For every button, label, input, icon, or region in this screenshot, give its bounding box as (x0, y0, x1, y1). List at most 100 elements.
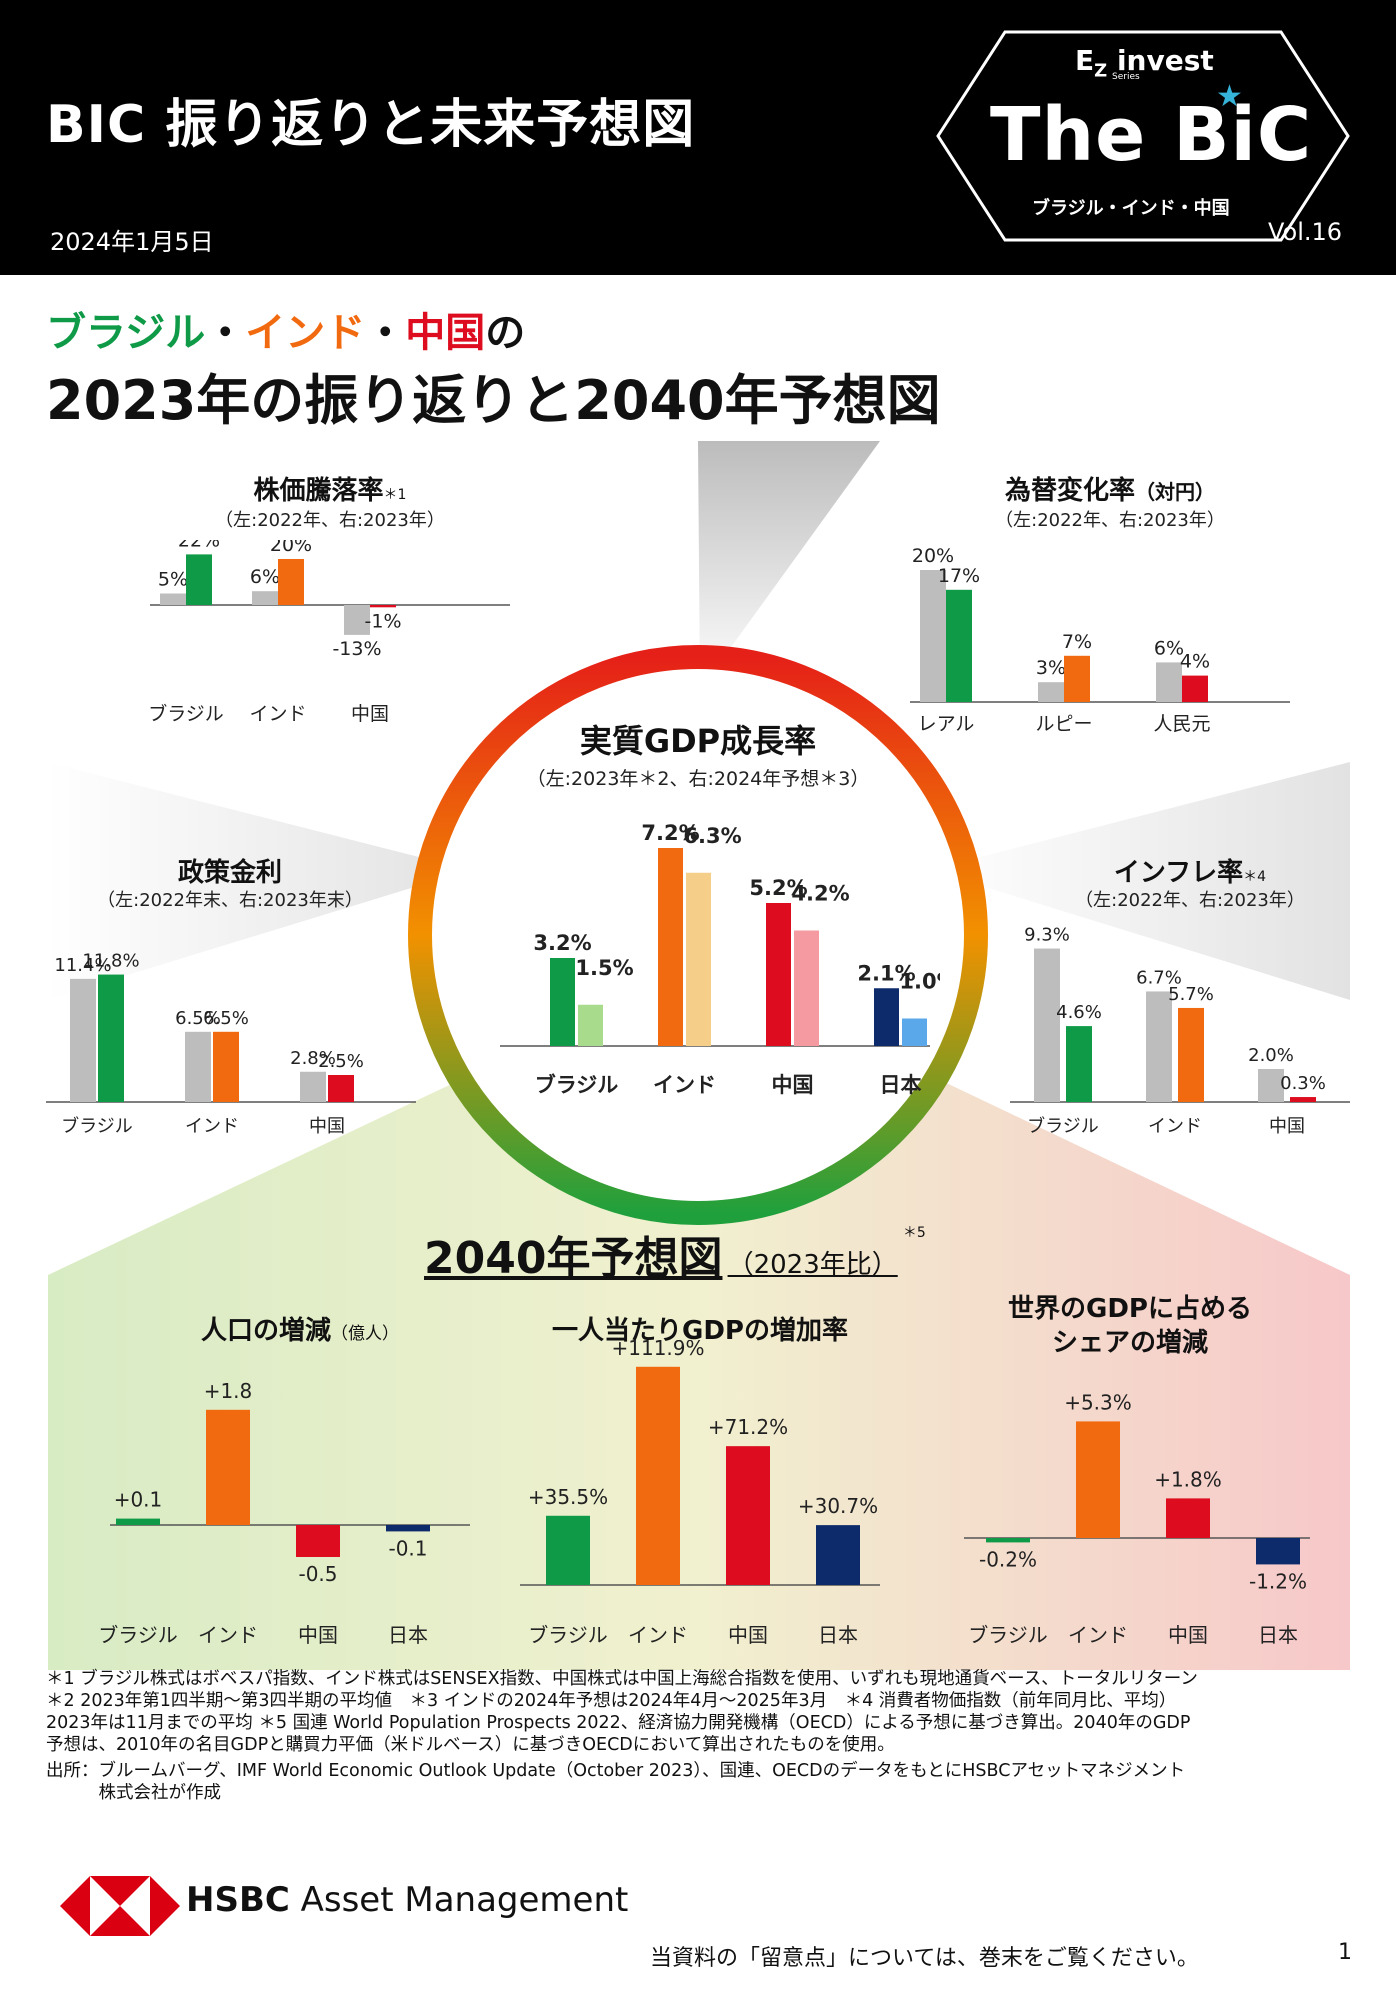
inflation-category-label: 中国 (1269, 1116, 1305, 1137)
stock-bar (278, 559, 304, 605)
fx-bar (1064, 655, 1090, 702)
fx-bar (946, 589, 972, 702)
hsbc-logo-icon (60, 1876, 180, 1936)
gdp_per_capita-category-label: 中国 (728, 1623, 768, 1647)
footnote-line: ＊2 2023年第1四半期～第3四半期の平均値 ＊3 インドの2024年予想は2… (46, 1691, 1177, 1711)
gdp-bar (794, 930, 819, 1046)
gdp_per_capita-bar (636, 1366, 680, 1585)
policy-bar (300, 1071, 326, 1102)
gdp-category-label: 日本 (880, 1073, 922, 1097)
fx-value-label: 17% (938, 565, 980, 587)
fx-title: 為替変化率（対円） (1004, 476, 1215, 506)
stock-category-label: 中国 (351, 703, 389, 725)
gdp_share-value-label: -0.2% (979, 1547, 1037, 1571)
policy-value-label: 6.5% (175, 1008, 221, 1029)
gdp-value-label: 4.2% (791, 882, 849, 906)
policy-category-label: インド (185, 1116, 239, 1137)
gdp_share-category-label: 中国 (1168, 1623, 1208, 1647)
population-value-label: -0.1 (388, 1536, 427, 1560)
policy-bar (98, 974, 124, 1102)
population-bar (296, 1525, 340, 1557)
fx-category-label: レアル (918, 713, 975, 735)
policy-bar (185, 1031, 211, 1102)
gdp_per_capita-bar (816, 1525, 860, 1585)
stock-value-label: -1% (365, 610, 402, 632)
inflation-value-label: 9.3% (1024, 925, 1070, 946)
subtitle-brazil: ブラジル (46, 310, 206, 356)
fx-value-label: 3% (1036, 657, 1066, 679)
population-title: 人口の増減（億人） (200, 1316, 399, 1346)
publish-date: 2024年1月5日 (50, 228, 214, 256)
footnote-line: 2023年は11月までの平均 ＊5 国連 World Population Pr… (46, 1713, 1191, 1733)
gdp-value-label: 3.2% (533, 931, 591, 955)
policy-title: 政策金利 (177, 858, 282, 888)
volume-number: Vol.16 (1268, 218, 1343, 246)
stock-title: 株価騰落率＊1 (253, 476, 407, 506)
brand-ez-invest: EZ invest (1075, 44, 1214, 82)
bottom-panel-body (48, 1275, 1350, 1670)
inflation-title: インフレ率＊4 (1113, 858, 1267, 888)
population-bar (116, 1518, 160, 1525)
gdp-value-label: 5.2% (749, 876, 807, 900)
gdp-share-title: 世界のGDPに占める シェアの増減 (1008, 1294, 1252, 1358)
page-title: BIC 振り返りと未来予想図 (46, 95, 696, 155)
policy-value-label: 2.5% (318, 1051, 364, 1072)
inflation-bar (1290, 1097, 1316, 1102)
gdp-value-label: 7.2% (641, 821, 699, 845)
policy-category-label: ブラジル (61, 1115, 133, 1137)
gdp-share-chart: -0.2% ブラジル +5.3% インド +1.8% 中国 -1.2% 日本 (964, 1390, 1310, 1647)
inflation-value-label: 4.6% (1056, 1002, 1102, 1023)
gdp-per-capita-title: 一人当たりGDPの増加率 (552, 1316, 848, 1346)
population-value-label: +0.1 (114, 1488, 163, 1512)
gdp_share-category-label: 日本 (1258, 1623, 1298, 1647)
gdp_share-category-label: ブラジル (968, 1623, 1048, 1647)
inflation-value-label: 2.0% (1248, 1045, 1294, 1066)
gdp_per_capita-value-label: +35.5% (528, 1485, 608, 1509)
gdp-bar (686, 872, 711, 1046)
population-bar (206, 1409, 250, 1525)
population-category-label: ブラジル (100, 1623, 178, 1647)
stock-value-label: 5% (158, 569, 188, 591)
brand-hexagon: ★ (936, 30, 1350, 242)
policy-value-label: 11.4% (54, 955, 111, 976)
gdp_share-value-label: +1.8% (1154, 1467, 1222, 1491)
policy-value-label: 6.5% (203, 1008, 249, 1029)
inflation-value-label: 6.7% (1136, 967, 1182, 988)
brand-countries: ブラジル・インド・中国 (1032, 198, 1230, 219)
gdp_per_capita-value-label: +30.7% (798, 1494, 878, 1518)
inflation-category-label: ブラジル (1027, 1115, 1099, 1137)
stock-bar (344, 605, 370, 635)
source-line: 出所：ブルームバーグ、IMF World Economic Outlook Up… (46, 1761, 1186, 1781)
footnote-line: 予想は、2010年の名目GDPと購買力平価（米ドルベース）に基づきOECDにおい… (46, 1735, 895, 1755)
gdp-bar (874, 988, 899, 1046)
subtitle-china: 中国 (405, 310, 486, 356)
inflation-bar (1146, 991, 1172, 1102)
fx-value-label: 6% (1154, 637, 1184, 659)
fx-category-label: ルピー (1035, 713, 1092, 735)
inflation-subtitle: （左:2022年、右:2023年） (1075, 890, 1305, 911)
gdp-value-label: 1.5% (575, 956, 633, 980)
gdp-bar (578, 1004, 603, 1046)
policy-category-label: 中国 (309, 1116, 345, 1137)
policy-bar (70, 978, 96, 1102)
fx-value-label: 4% (1180, 651, 1210, 673)
inflation-bar (1178, 1007, 1204, 1102)
fx-value-label: 7% (1062, 631, 1092, 653)
gdp_share-bar (986, 1538, 1030, 1543)
right-panel (930, 762, 1350, 1000)
policy-chart: 11.4%11.8% ブラジル 6.5%6.5% インド 2.8%2.5% 中国 (46, 951, 416, 1137)
inflation-value-label: 5.7% (1168, 984, 1214, 1005)
population-bar (386, 1525, 430, 1532)
gdp_share-category-label: インド (1068, 1623, 1128, 1647)
gdp_per_capita-bar (546, 1515, 590, 1585)
gdp_per_capita-bar (726, 1446, 770, 1585)
stock-category-label: インド (249, 703, 306, 725)
gdp-value-label: 6.3% (683, 824, 741, 848)
population-category-label: 中国 (298, 1623, 338, 1647)
gdp_share-bar (1166, 1498, 1210, 1538)
gdp-value-label: 1.0% (899, 970, 940, 994)
fx-bar (1038, 682, 1064, 702)
stock-subtitle: （左:2022年、右:2023年） (215, 510, 445, 531)
inflation-bar (1034, 948, 1060, 1102)
footer-brand: HSBC Asset Management (186, 1880, 629, 1920)
